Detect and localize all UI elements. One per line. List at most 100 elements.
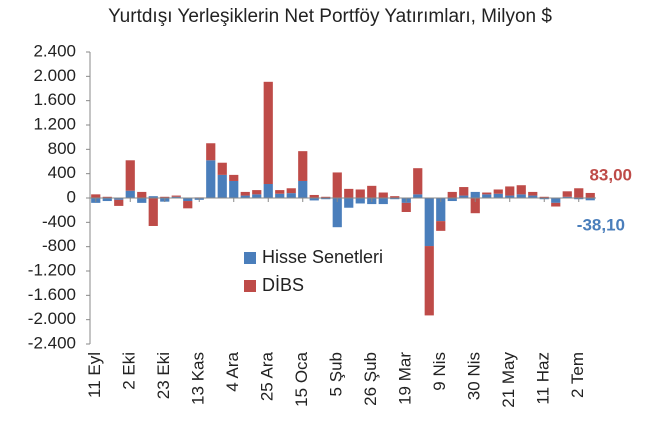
- bar: [436, 198, 446, 222]
- x-tick-label: 11 Haz: [534, 352, 553, 405]
- bar: [298, 180, 308, 198]
- bar: [160, 196, 170, 198]
- bar: [562, 196, 572, 198]
- bar: [574, 188, 584, 198]
- bar: [493, 193, 503, 198]
- bar: [390, 198, 400, 200]
- bar: [171, 195, 181, 197]
- bar: [390, 196, 400, 198]
- chart-title: Yurtdışı Yerleşiklerin Net Portföy Yatır…: [108, 6, 552, 27]
- x-tick-label: 15 Oca: [292, 351, 311, 406]
- bar: [171, 196, 181, 198]
- bar: [263, 81, 273, 185]
- x-tick-label: 19 Mar: [396, 352, 415, 405]
- y-tick-label: 0: [67, 187, 76, 206]
- bar: [125, 190, 135, 198]
- bar: [321, 198, 331, 200]
- bar: [137, 191, 147, 198]
- bar: [206, 143, 216, 161]
- bar: [585, 192, 595, 198]
- bar: [470, 198, 480, 214]
- bar: [470, 191, 480, 198]
- bar: [378, 198, 388, 205]
- bar: [355, 198, 365, 204]
- bar: [516, 185, 526, 195]
- x-tick-label: 4 Ara: [223, 351, 242, 391]
- bar: [102, 196, 112, 198]
- bar: [585, 198, 595, 201]
- bar: [286, 193, 296, 198]
- legend-swatch: [244, 252, 256, 264]
- y-tick-label: 2.400: [33, 41, 76, 60]
- x-tick-label: 5 Şub: [327, 352, 346, 396]
- bar: [148, 196, 158, 198]
- y-tick-label: 800: [48, 139, 76, 158]
- bar: [332, 172, 342, 198]
- bar: [355, 189, 365, 198]
- legend-swatch: [244, 280, 256, 292]
- bar: [447, 198, 457, 202]
- y-tick-label: 1.600: [33, 90, 76, 109]
- bar: [447, 191, 457, 198]
- y-tick-label: 2.000: [33, 66, 76, 85]
- bar: [528, 195, 538, 198]
- bar: [516, 194, 526, 198]
- bar: [424, 246, 434, 316]
- y-tick-label: -800: [42, 236, 76, 255]
- bar: [551, 202, 561, 207]
- bar: [252, 190, 262, 195]
- y-tick-label: -2.000: [28, 309, 76, 328]
- bar: [148, 198, 158, 226]
- bar: [137, 198, 147, 203]
- bar: [436, 221, 446, 231]
- bar: [528, 191, 538, 196]
- x-tick-label: 23 Eki: [154, 352, 173, 399]
- bar: [183, 201, 193, 209]
- y-tick-label: 400: [48, 163, 76, 182]
- bar: [482, 192, 492, 195]
- bar: [459, 195, 469, 198]
- bar: [240, 195, 250, 198]
- bar: [229, 174, 239, 181]
- bar: [401, 202, 411, 212]
- y-tick-label: -1.600: [28, 285, 76, 304]
- data-label: -38,10: [577, 215, 625, 234]
- bar: [424, 198, 434, 247]
- bar: [263, 184, 273, 198]
- bar: [183, 198, 193, 202]
- bar: [413, 168, 423, 195]
- x-tick-label: 2 Tem: [568, 352, 587, 398]
- bar: [206, 160, 216, 198]
- bar: [378, 192, 388, 198]
- bar: [91, 194, 101, 198]
- bar: [275, 190, 285, 194]
- bar: [275, 193, 285, 198]
- bar: [344, 198, 354, 208]
- bar: [217, 162, 227, 175]
- bar: [367, 185, 377, 198]
- bar: [539, 196, 549, 198]
- bar: [125, 160, 135, 191]
- bar: [551, 198, 561, 203]
- x-tick-label: 21 May: [499, 352, 518, 408]
- bar: [252, 194, 262, 198]
- bar: [298, 151, 308, 181]
- x-tick-label: 30 Nis: [465, 352, 484, 400]
- bar: [459, 187, 469, 196]
- bar: [505, 186, 515, 196]
- bar: [344, 188, 354, 198]
- legend-label: DİBS: [262, 275, 304, 295]
- bar: [493, 189, 503, 194]
- bar: [114, 199, 124, 206]
- bar: [505, 195, 515, 198]
- x-tick-label: 25 Ara: [258, 351, 277, 401]
- y-tick-label: 1.200: [33, 114, 76, 133]
- x-tick-label: 9 Nis: [430, 352, 449, 391]
- x-tick-label: 11 Eyl: [85, 352, 104, 398]
- bar: [102, 198, 112, 202]
- legend-label: Hisse Senetleri: [262, 247, 383, 267]
- x-tick-label: 26 Şub: [361, 352, 380, 406]
- y-tick-label: -2.400: [28, 333, 76, 352]
- bar: [332, 198, 342, 228]
